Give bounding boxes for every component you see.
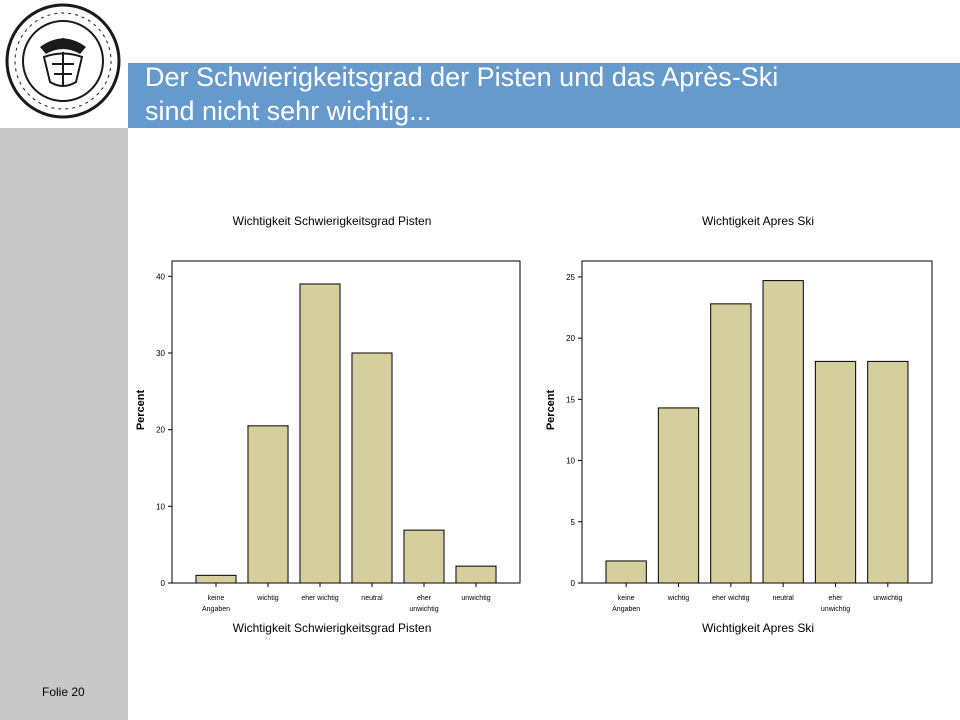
slide-title-line2: sind nicht sehr wichtig...: [145, 96, 432, 126]
x-tick-label: eher: [828, 595, 843, 602]
y-tick-label: 10: [566, 457, 575, 466]
y-tick-label: 0: [161, 579, 166, 588]
bar: [455, 565, 497, 584]
bar: [247, 425, 289, 584]
bar: [299, 283, 341, 584]
bar: [762, 280, 804, 584]
y-tick-label: 10: [156, 502, 165, 511]
bar: [710, 303, 752, 584]
chart-title: Wichtigkeit Schwierigkeitsgrad Pisten: [233, 214, 432, 228]
bar-chart-pisten: Wichtigkeit Schwierigkeitsgrad Pisten 0 10…: [135, 214, 521, 635]
x-tick-label: Angaben: [612, 606, 640, 613]
x-tick-label: unwichtig: [821, 606, 850, 613]
bar: [403, 529, 445, 584]
x-tick-label: unwichtig: [873, 595, 902, 602]
university-seal-icon: [5, 3, 121, 119]
header-band: [0, 63, 960, 128]
x-axis-label: Wichtigkeit Apres Ski: [702, 621, 814, 635]
x-tick-label: eher: [417, 595, 432, 602]
x-tick-label: keine: [208, 595, 225, 602]
x-tick-label: neutral: [361, 595, 383, 602]
slide-title: Der Schwierigkeitsgrad der Pisten und da…: [145, 60, 945, 128]
y-axis-label: Percent: [545, 389, 557, 430]
y-tick-label: 20: [156, 426, 165, 435]
y-axis-label: Percent: [135, 389, 147, 430]
x-tick-label: eher wichtig: [712, 595, 749, 602]
bar: [814, 360, 857, 584]
x-tick-label: eher wichtig: [301, 595, 338, 602]
bar: [657, 407, 700, 584]
y-tick-label: 0: [571, 579, 576, 588]
slide-number: Folie 20: [42, 685, 85, 699]
chart-title: Wichtigkeit Apres Ski: [702, 214, 814, 228]
slide-title-line1: Der Schwierigkeitsgrad der Pisten und da…: [145, 62, 779, 92]
logo-box: [0, 0, 128, 128]
y-tick-label: 30: [156, 349, 165, 358]
x-tick-label: wichtig: [256, 595, 279, 602]
x-tick-label: Angaben: [202, 606, 230, 613]
plot-frame: [581, 260, 933, 584]
x-tick-label: unwichtig: [461, 595, 490, 602]
bar: [351, 352, 393, 584]
plot-frame: [171, 260, 521, 584]
x-tick-label: unwichtig: [409, 606, 438, 613]
bar: [867, 360, 909, 584]
bar: [605, 560, 647, 584]
x-axis-label: Wichtigkeit Schwierigkeitsgrad Pisten: [233, 621, 432, 635]
y-tick-label: 20: [566, 334, 575, 343]
x-tick-label: keine: [618, 595, 635, 602]
y-tick-label: 15: [566, 395, 575, 404]
y-tick-label: 5: [571, 518, 576, 527]
bar: [195, 574, 237, 584]
y-tick-label: 40: [156, 272, 165, 281]
y-tick-label: 25: [566, 273, 575, 282]
x-tick-label: wichtig: [667, 595, 690, 602]
bar-chart-apres-ski: Wichtigkeit Apres Ski 0 5 10 15 20 25 Percent ke…: [545, 214, 933, 635]
x-tick-label: neutral: [772, 595, 794, 602]
